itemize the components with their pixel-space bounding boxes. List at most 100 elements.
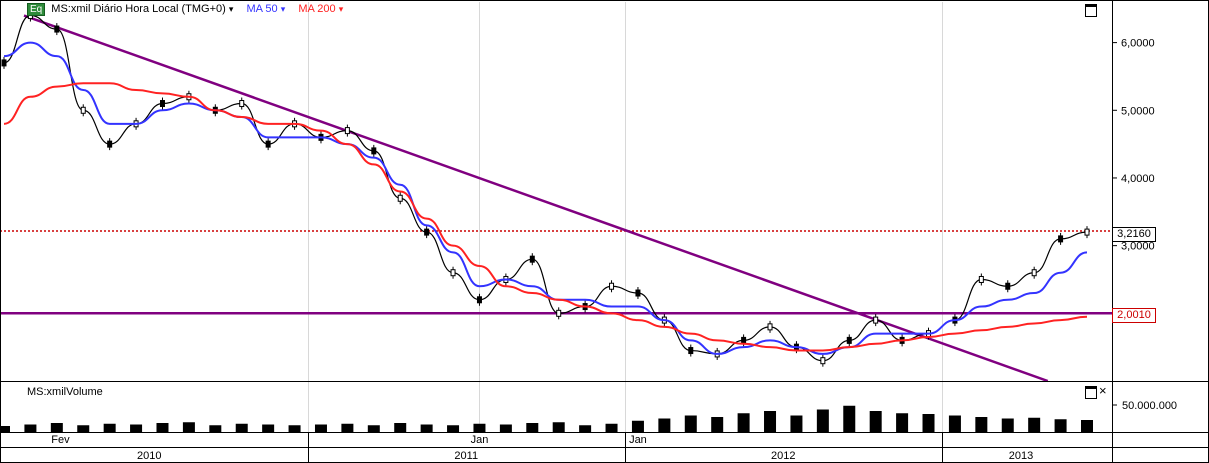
- volume-bar: [896, 413, 909, 432]
- price-point: [1005, 282, 1011, 290]
- price-point: [556, 309, 562, 317]
- y-tick-label: 3,0000: [1121, 241, 1155, 253]
- volume-bar: [447, 425, 460, 432]
- price-point: [476, 296, 482, 304]
- volume-bar: [77, 425, 90, 432]
- volume-bar: [975, 417, 988, 432]
- volume-plot: [0, 405, 1093, 432]
- price-point: [397, 194, 403, 202]
- price-point: [54, 25, 60, 33]
- volume-bar: [209, 425, 222, 432]
- ma50-series-line: [3, 41, 1088, 355]
- price-point: [846, 336, 852, 344]
- volume-bar: [50, 423, 63, 432]
- support-level-value: 2,0010: [1117, 309, 1151, 321]
- volume-bar: [1028, 417, 1041, 432]
- volume-bar: [182, 422, 195, 432]
- y-tick-label: 5,0000: [1121, 105, 1155, 117]
- price-plot: [0, 9, 1112, 383]
- volume-bar: [420, 424, 433, 432]
- volume-bar: [1081, 420, 1093, 432]
- year-label: 2013: [1009, 450, 1033, 462]
- volume-bar: [288, 425, 301, 432]
- volume-bar: [235, 423, 248, 432]
- volume-bar: [658, 418, 671, 432]
- price-point: [873, 316, 879, 324]
- ma50-label[interactable]: MA 50: [246, 3, 278, 15]
- symbol-label[interactable]: MS:xmil Diário Hora Local (TMG+0): [51, 3, 226, 15]
- year-label: 2012: [771, 450, 795, 462]
- volume-bar: [764, 411, 777, 432]
- volume-axis-tick: 50.000.000: [1122, 400, 1178, 412]
- volume-bar: [394, 423, 407, 432]
- month-label: Jan: [471, 434, 489, 446]
- price-point: [265, 140, 271, 148]
- price-point: [344, 127, 350, 135]
- support-level-marker[interactable]: 2,0010: [1112, 308, 1156, 323]
- close-volume-icon[interactable]: ×: [1099, 383, 1107, 398]
- volume-bar: [790, 415, 803, 432]
- ma200-dropdown-icon[interactable]: ▾: [338, 4, 344, 14]
- year-label: 2010: [137, 450, 161, 462]
- y-tick-label: 6,0000: [1121, 38, 1155, 50]
- volume-bar: [552, 422, 565, 432]
- legend-bar: Eq MS:xmil Diário Hora Local (TMG+0) ▾ M…: [27, 3, 343, 17]
- price-point: [741, 336, 747, 344]
- eq-badge[interactable]: Eq: [27, 3, 46, 16]
- last-price-marker[interactable]: 3,2160: [1112, 227, 1156, 242]
- price-point: [424, 228, 430, 236]
- price-point: [1084, 228, 1090, 236]
- volume-bar: [526, 423, 539, 432]
- volume-bar: [843, 405, 856, 432]
- ma200-series-line: [3, 82, 1088, 352]
- maximize-main-icon[interactable]: [1085, 4, 1097, 17]
- volume-bar: [816, 409, 829, 432]
- last-price-value: 3,2160: [1117, 228, 1151, 240]
- volume-bar: [499, 424, 512, 432]
- maximize-volume-icon[interactable]: [1085, 386, 1097, 399]
- ma200-label[interactable]: MA 200: [298, 3, 336, 15]
- y-tick-label: 4,0000: [1121, 173, 1155, 185]
- volume-bar: [314, 424, 327, 432]
- price-point: [635, 289, 641, 297]
- volume-bar: [922, 414, 935, 432]
- volume-bar: [262, 424, 275, 432]
- price-point: [767, 323, 773, 331]
- month-label: Jan: [629, 434, 647, 446]
- price-point: [1031, 269, 1037, 277]
- volume-bar: [0, 426, 10, 432]
- volume-bar: [579, 425, 592, 432]
- volume-bar: [103, 423, 116, 432]
- price-point: [371, 147, 377, 155]
- price-point: [529, 255, 535, 263]
- price-point: [688, 347, 694, 355]
- resistance-trendline: [23, 14, 1049, 383]
- volume-bar: [1001, 418, 1014, 432]
- volume-bar: [869, 411, 882, 432]
- volume-bar: [341, 423, 354, 432]
- ma50-dropdown-icon[interactable]: ▾: [280, 4, 286, 14]
- price-point: [1058, 235, 1064, 243]
- price-point: [609, 282, 615, 290]
- volume-label: MS:xmilVolume: [27, 386, 103, 398]
- volume-bar: [948, 415, 961, 432]
- volume-bar: [473, 423, 486, 432]
- price-point: [239, 100, 245, 108]
- grid-lines: [308, 2, 943, 432]
- volume-bar: [711, 417, 724, 432]
- price-point: [978, 275, 984, 283]
- price-point: [820, 357, 826, 365]
- price-point: [107, 140, 113, 148]
- volume-bar: [24, 424, 37, 432]
- month-label: Fev: [51, 434, 70, 446]
- volume-bar: [156, 423, 169, 432]
- price-point: [159, 100, 165, 108]
- volume-bar: [367, 425, 380, 432]
- symbol-dropdown-icon[interactable]: ▾: [228, 4, 234, 14]
- price-point: [450, 269, 456, 277]
- price-point: [80, 106, 86, 114]
- volume-bar: [130, 424, 143, 432]
- year-label: 2011: [454, 450, 478, 462]
- price-point: [1, 59, 7, 67]
